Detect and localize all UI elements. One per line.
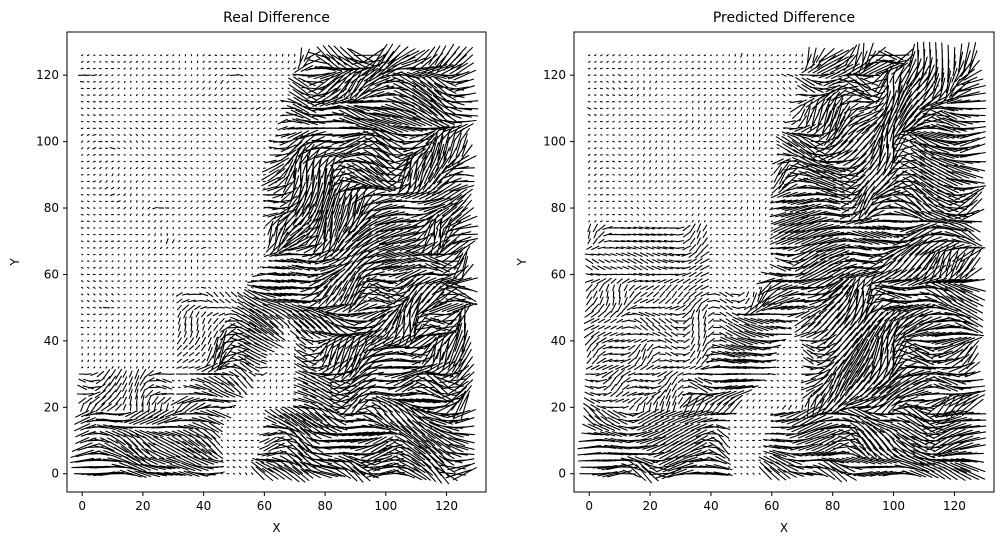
y-tick-label: 80 [551, 201, 566, 215]
x-axis-label: X [272, 521, 280, 535]
chart-title: Real Difference [223, 10, 330, 26]
x-tick-label: 0 [78, 499, 86, 513]
x-tick-label: 60 [764, 499, 779, 513]
plot-frame [66, 31, 487, 493]
y-tick-label: 40 [44, 334, 59, 348]
x-tick-label: 40 [703, 499, 718, 513]
x-axis-ticks: 0 20 40 60 80 100 120 [585, 492, 966, 513]
x-tick-label: 60 [257, 499, 272, 513]
x-tick-label: 80 [825, 499, 840, 513]
y-tick-label: 20 [551, 400, 566, 414]
y-tick-label: 120 [36, 68, 59, 82]
panel-predicted-difference: Predicted Difference 0 20 40 60 80 100 120 0 20… [515, 10, 995, 535]
vector-field [577, 41, 987, 484]
x-tick-label: 120 [435, 499, 458, 513]
y-axis-ticks: 0 20 40 60 80 100 120 [543, 68, 574, 481]
x-tick-label: 100 [882, 499, 905, 513]
quiver-arrows [577, 41, 987, 484]
y-tick-label: 120 [543, 68, 566, 82]
y-tick-label: 80 [44, 201, 59, 215]
panel-real-difference: Real Difference 0 20 40 60 80 100 120 0 20 40 60 8… [8, 10, 487, 535]
x-axis-ticks: 0 20 40 60 80 100 120 [78, 492, 458, 513]
chart-title: Predicted Difference [713, 10, 855, 26]
y-axis-ticks: 0 20 40 60 80 100 120 [36, 68, 67, 481]
x-tick-label: 0 [585, 499, 593, 513]
y-tick-label: 100 [543, 135, 566, 149]
x-tick-label: 120 [943, 499, 966, 513]
y-tick-label: 20 [44, 400, 59, 414]
y-tick-label: 0 [558, 467, 566, 481]
y-tick-label: 60 [44, 267, 59, 281]
plot-frame [573, 31, 995, 493]
x-tick-label: 80 [317, 499, 332, 513]
quiver-arrows [70, 43, 479, 485]
x-tick-label: 40 [196, 499, 211, 513]
x-tick-label: 20 [135, 499, 150, 513]
x-tick-label: 20 [642, 499, 657, 513]
y-tick-label: 40 [551, 334, 566, 348]
y-axis-label: Y [8, 258, 22, 267]
y-tick-label: 100 [36, 135, 59, 149]
y-tick-label: 0 [51, 467, 59, 481]
x-axis-label: X [780, 521, 788, 535]
vector-field [70, 43, 479, 485]
y-axis-label: Y [515, 258, 529, 267]
x-tick-label: 100 [374, 499, 397, 513]
y-tick-label: 60 [551, 267, 566, 281]
